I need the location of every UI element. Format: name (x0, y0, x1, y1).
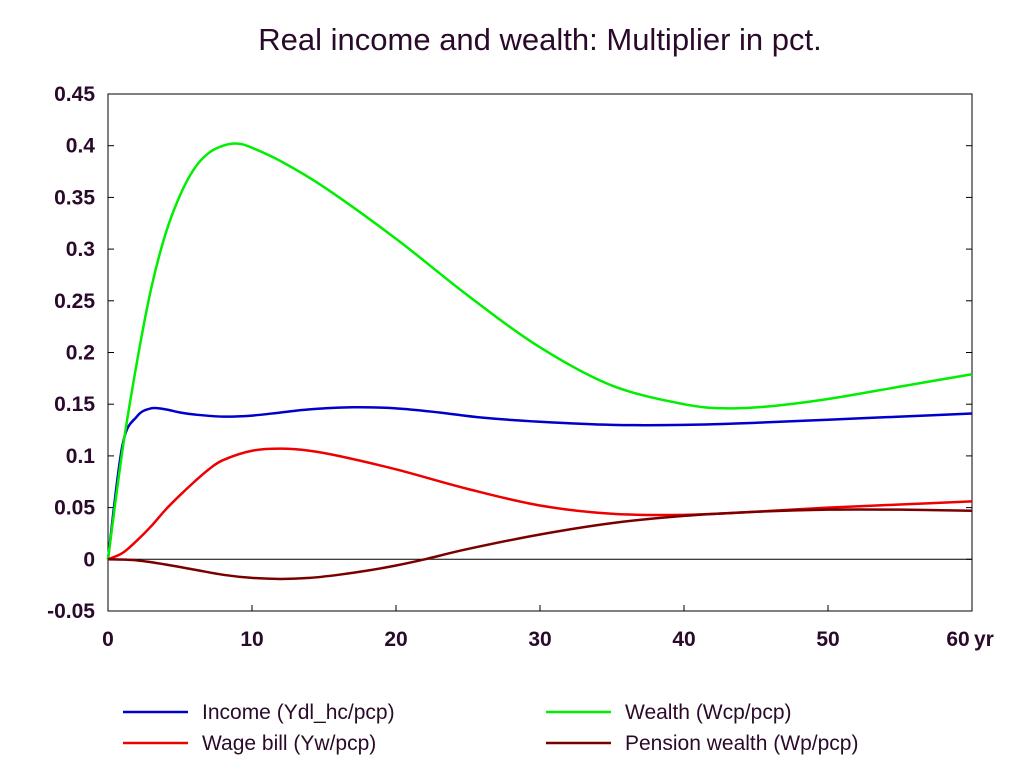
x-unit-label: yr (974, 628, 994, 651)
series-line-wage (107, 447, 973, 561)
y-tick-label: 0.45 (54, 83, 95, 106)
legend-label-pension: Pension wealth (Wp/pcp) (625, 732, 858, 755)
x-tick-label: 20 (384, 628, 407, 651)
series-line-income (106, 406, 973, 560)
y-tick-label: 0.3 (66, 238, 95, 261)
y-tick-label: 0.35 (54, 186, 95, 209)
x-tick-label: 60 (946, 628, 969, 651)
x-axis: 0 10 20 30 40 50 60 yr (102, 605, 994, 651)
y-tick-label: 0.1 (66, 445, 96, 468)
y-tick-label: 0.05 (54, 497, 95, 520)
y-axis: -0.05 0 0.05 0.1 0.15 0.2 0.25 0.3 0.35 0.4 0.45 (47, 83, 972, 623)
legend-label-wealth: Wealth (Wcp/pcp) (625, 701, 792, 724)
series-line-wealth (106, 142, 973, 560)
series-line-pension (107, 508, 973, 581)
legend-label-wage: Wage bill (Yw/pcp) (202, 732, 376, 755)
series-lines (106, 142, 973, 581)
chart-title: Real income and wealth: Multiplier in pc… (258, 22, 821, 57)
x-tick-label: 40 (672, 628, 695, 651)
y-tick-label: 0 (83, 548, 95, 571)
x-tick-label: 0 (102, 628, 114, 651)
y-tick-label: 0.2 (66, 342, 95, 365)
y-tick-label: 0.25 (54, 290, 95, 313)
y-tick-label: 0.15 (54, 393, 95, 416)
x-tick-label: 50 (816, 628, 839, 651)
legend: Income (Ydl_hc/pcp) Wage bill (Yw/pcp) Wea… (123, 701, 858, 755)
y-tick-label: -0.05 (47, 600, 95, 623)
x-tick-label: 10 (240, 628, 263, 651)
legend-label-income: Income (Ydl_hc/pcp) (202, 701, 395, 724)
x-tick-label: 30 (528, 628, 551, 651)
y-tick-label: 0.4 (66, 135, 96, 158)
